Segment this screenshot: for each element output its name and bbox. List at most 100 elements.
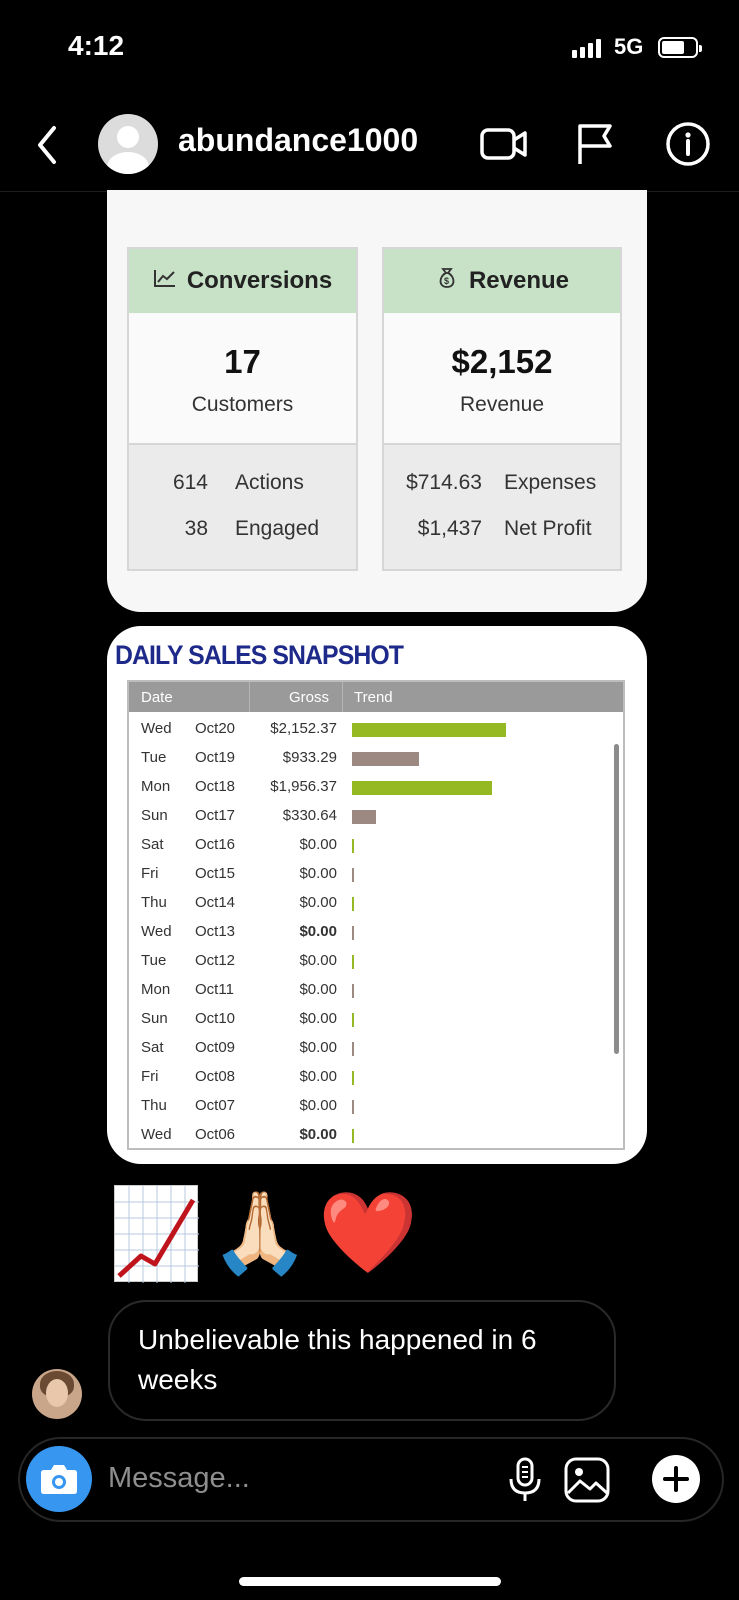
row-gross: $0.00 (299, 981, 337, 998)
row-date: Oct17 (195, 807, 236, 824)
trend-bar (352, 984, 354, 998)
row-gross: $2,152.37 (270, 720, 337, 737)
row-day: Wed (141, 1126, 172, 1143)
table-row: Sun Oct17 $330.64 (129, 802, 623, 831)
sales-table: Date Gross Trend Wed Oct20 $2,152.37 Tue Oct… (127, 680, 625, 1150)
sender-avatar[interactable] (32, 1369, 82, 1419)
actions-label: Actions (235, 471, 304, 494)
row-gross: $0.00 (299, 836, 337, 853)
row-date: Oct06 (195, 1126, 236, 1143)
row-day: Fri (141, 1068, 159, 1085)
row-date: Oct11 (195, 981, 234, 998)
gallery-icon[interactable] (562, 1455, 612, 1505)
table-row: Tue Oct12 $0.00 (129, 947, 623, 976)
row-gross: $0.00 (299, 923, 337, 940)
home-indicator[interactable] (239, 1577, 501, 1586)
revenue-label: Revenue (459, 393, 545, 416)
trend-bar (352, 810, 376, 824)
row-day: Mon (141, 981, 171, 998)
row-day: Mon (141, 778, 171, 795)
engaged-value: 38 (184, 517, 208, 540)
trend-bar (352, 1013, 354, 1027)
row-date: Oct15 (195, 865, 236, 882)
snapshot-title: DAILY SALES SNAPSHOT (115, 640, 404, 670)
trend-bar (352, 1100, 354, 1114)
row-day: Sun (141, 1010, 168, 1027)
table-row: Mon Oct18 $1,956.37 (129, 773, 623, 802)
trend-bar (352, 781, 492, 795)
table-row: Tue Oct19 $933.29 (129, 744, 623, 773)
message-composer: Message... (18, 1437, 724, 1522)
message-bubble[interactable]: Unbelievable this happened in 6 weeks (108, 1300, 616, 1421)
table-scrollbar[interactable] (614, 744, 619, 1054)
row-gross: $0.00 (299, 865, 337, 882)
row-day: Tue (141, 749, 167, 766)
row-gross: $933.29 (282, 749, 337, 766)
row-date: Oct12 (195, 952, 236, 969)
row-gross: $0.00 (299, 1039, 337, 1056)
row-date: Oct20 (195, 720, 236, 737)
table-row: Sat Oct09 $0.00 (129, 1034, 623, 1063)
table-row: Sun Oct10 $0.00 (129, 1005, 623, 1034)
money-bag-icon: $ (435, 266, 459, 297)
info-icon[interactable] (662, 118, 714, 170)
row-date: Oct14 (195, 894, 236, 911)
chat-header: abundance1000 (0, 100, 739, 192)
row-day: Thu (141, 894, 167, 911)
camera-icon[interactable] (26, 1446, 92, 1512)
row-gross: $0.00 (299, 1126, 337, 1143)
message-input[interactable]: Message... (108, 1462, 250, 1494)
plus-icon[interactable] (652, 1455, 700, 1503)
trend-bar (352, 897, 354, 911)
row-day: Wed (141, 923, 172, 940)
col-gross: Gross (289, 689, 330, 706)
red-heart-icon: ❤️ (318, 1188, 418, 1277)
revenue-value: $2,152 (451, 343, 553, 380)
row-date: Oct16 (195, 836, 236, 853)
trend-bar (352, 1129, 354, 1143)
conversions-panel: Conversions 17 Customers 614 Actions 38 … (127, 247, 358, 571)
trend-bar (352, 1042, 354, 1056)
chat-username[interactable]: abundance1000 (178, 122, 419, 158)
table-row: Thu Oct14 $0.00 (129, 889, 623, 918)
trend-bar (352, 955, 354, 969)
back-chevron-icon[interactable] (30, 120, 70, 170)
row-day: Tue (141, 952, 167, 969)
status-time: 4:12 (68, 30, 125, 61)
line-chart-icon (153, 267, 177, 295)
row-gross: $0.00 (299, 1068, 337, 1085)
row-day: Fri (141, 865, 159, 882)
row-date: Oct07 (195, 1097, 236, 1114)
row-date: Oct10 (195, 1010, 236, 1027)
status-bar: 4:12 5G (0, 0, 739, 95)
revenue-title: Revenue (468, 267, 570, 294)
col-trend: Trend (354, 689, 393, 706)
col-date: Date (141, 689, 173, 706)
network-label: 5G (614, 34, 644, 59)
sales-snapshot-image[interactable]: DAILY SALES SNAPSHOT Date Gross Trend We… (107, 626, 647, 1164)
chart-increasing-icon (114, 1185, 199, 1283)
table-row: Fri Oct08 $0.00 (129, 1063, 623, 1092)
net-profit-label: Net Profit (504, 517, 592, 540)
flag-icon[interactable] (570, 118, 622, 170)
table-row: Fri Oct15 $0.00 (129, 860, 623, 889)
trend-bar (352, 1071, 354, 1085)
trend-bar (352, 926, 354, 940)
trend-bar (352, 839, 354, 853)
row-day: Sun (141, 807, 168, 824)
row-day: Wed (141, 720, 172, 737)
table-row: Thu Oct07 $0.00 (129, 1092, 623, 1121)
row-date: Oct18 (195, 778, 236, 795)
row-gross: $1,956.37 (270, 778, 337, 795)
microphone-icon[interactable] (500, 1455, 550, 1505)
actions-value: 614 (172, 471, 208, 494)
table-row: Wed Oct06 $0.00 (129, 1121, 623, 1150)
video-call-icon[interactable] (478, 118, 530, 170)
row-date: Oct09 (195, 1039, 236, 1056)
conversions-title: Conversions (186, 267, 333, 294)
table-row: Wed Oct13 $0.00 (129, 918, 623, 947)
dashboard-image[interactable]: Conversions 17 Customers 614 Actions 38 … (107, 190, 647, 612)
row-day: Sat (141, 1039, 164, 1056)
row-day: Thu (141, 1097, 167, 1114)
profile-avatar[interactable] (98, 114, 158, 174)
